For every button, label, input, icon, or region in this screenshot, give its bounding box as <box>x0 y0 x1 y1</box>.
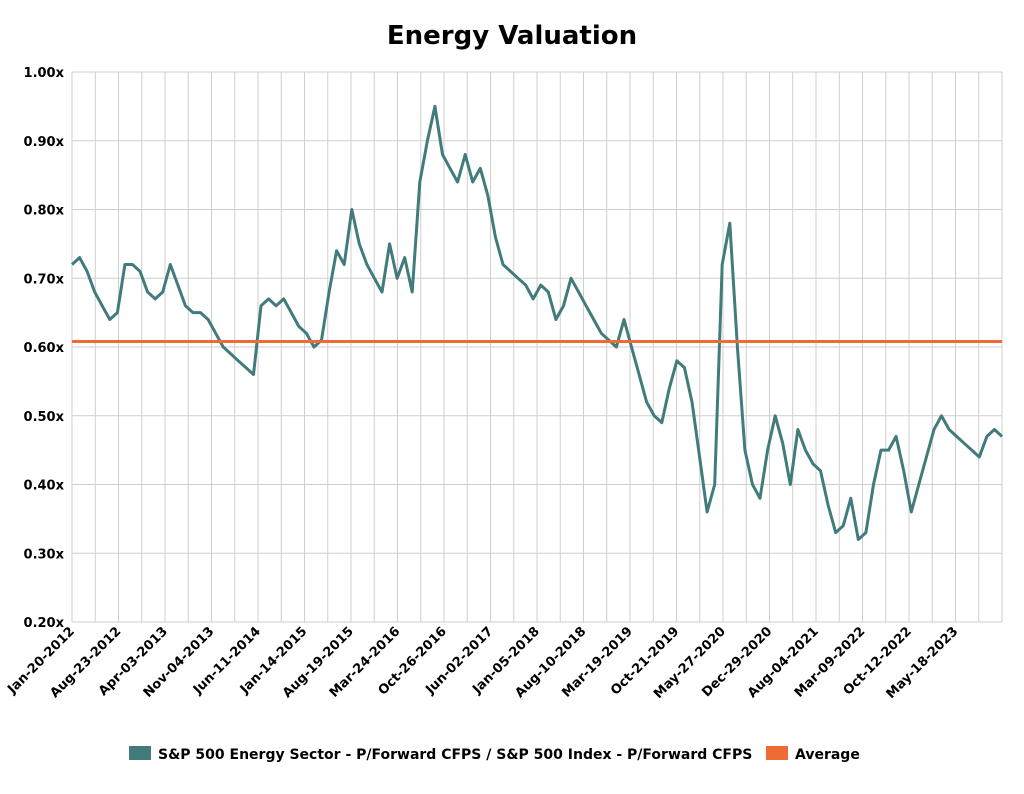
y-tick-label: 0.60x <box>24 341 65 356</box>
y-tick-label: 0.50x <box>24 410 65 425</box>
y-tick-label: 0.20x <box>24 616 65 631</box>
legend-label-energy-ratio: S&P 500 Energy Sector - P/Forward CFPS /… <box>158 747 752 763</box>
y-tick-label: 0.30x <box>24 547 65 562</box>
legend-label-average: Average <box>795 747 860 763</box>
y-tick-label: 0.80x <box>24 204 65 219</box>
y-tick-label: 1.00x <box>24 66 65 81</box>
y-tick-label: 0.70x <box>24 272 65 287</box>
legend-swatch-energy-ratio <box>129 746 151 760</box>
series-line-energy-ratio <box>70 104 1004 541</box>
y-tick-label: 0.90x <box>24 135 65 150</box>
legend-swatch-average <box>766 746 788 760</box>
chart-title: Energy Valuation <box>387 21 637 51</box>
y-tick-label: 0.40x <box>24 479 65 494</box>
